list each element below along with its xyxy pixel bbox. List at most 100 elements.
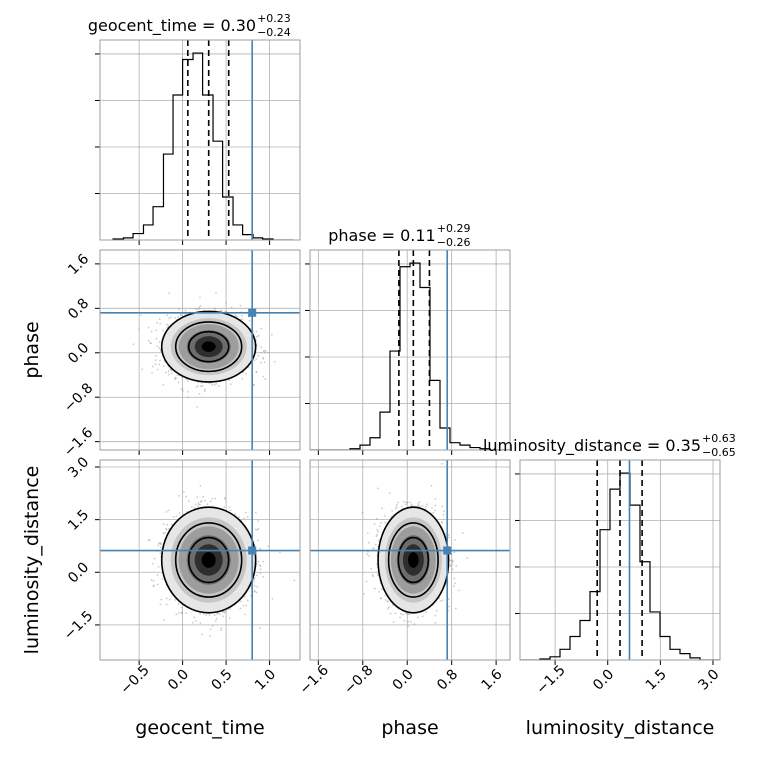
scatter-point [228, 506, 231, 508]
scatter-point [248, 319, 251, 322]
scatter-point [387, 600, 390, 603]
title-phase: phase = 0.11 +0.29−0.26 [328, 222, 470, 249]
scatter-point [200, 385, 202, 388]
xtick-label-1: 0.0 [590, 666, 617, 693]
scatter-point [453, 585, 455, 588]
scatter-point [255, 591, 258, 594]
scatter-point [215, 292, 217, 294]
scatter-point [156, 574, 159, 576]
truth-marker [248, 546, 257, 555]
scatter-point [180, 314, 182, 317]
scatter-point [151, 371, 154, 374]
scatter-point [170, 372, 173, 375]
scatter-point [223, 611, 226, 614]
scatter-point [241, 377, 243, 380]
scatter-point [175, 613, 178, 616]
scatter-point [155, 337, 158, 340]
scatter-point [214, 620, 217, 622]
xaxis-label-phase: phase [381, 717, 438, 739]
scatter-point [166, 323, 168, 326]
scatter-point [213, 614, 216, 617]
scatter-point [140, 314, 142, 316]
xaxis-label-luminosity_distance: luminosity_distance [526, 717, 715, 739]
scatter-point [366, 553, 369, 556]
scatter-point [158, 363, 161, 366]
scatter-point [158, 542, 161, 545]
scatter-point [438, 597, 441, 600]
scatter-point [407, 613, 409, 615]
scatter-point [180, 388, 183, 390]
scatter-point [430, 484, 433, 487]
scatter-point [403, 619, 406, 622]
scatter-point [441, 599, 444, 602]
scatter-point [167, 509, 170, 512]
scatter-point [177, 602, 180, 605]
scatter-point [425, 506, 427, 508]
scatter-point [228, 617, 231, 619]
panel-frame [309, 249, 511, 451]
scatter-point [374, 543, 377, 546]
scatter-point [391, 510, 394, 512]
truth-marker [248, 308, 257, 317]
scatter-point [262, 560, 265, 563]
scatter-point [149, 342, 152, 345]
title-upper-error: +0.63 [702, 432, 736, 445]
scatter-point [197, 501, 200, 504]
scatter-point [394, 612, 397, 615]
scatter-point [162, 523, 165, 526]
title-lower-error: −0.24 [257, 26, 291, 39]
scatter-point [258, 626, 261, 629]
scatter-point [370, 567, 373, 570]
scatter-point [178, 512, 181, 514]
scatter-point [184, 309, 187, 312]
scatter-point [172, 516, 175, 518]
scatter-point [431, 507, 433, 509]
scatter-point [425, 503, 428, 506]
scatter-point [402, 500, 405, 503]
scatter-point [199, 612, 201, 615]
yaxis-label-luminosity_distance: luminosity_distance [21, 466, 43, 655]
scatter-point [170, 523, 173, 526]
scatter-point [187, 380, 189, 383]
scatter-point [211, 625, 214, 627]
scatter-point [235, 315, 238, 318]
scatter-point [379, 597, 382, 600]
scatter-point [221, 615, 224, 618]
contour-level-0 [397, 536, 430, 584]
title-text: phase = 0.11 [328, 226, 435, 245]
scatter-point [202, 613, 205, 615]
scatter-point [182, 389, 185, 392]
scatter-point [215, 617, 218, 620]
scatter-point [194, 503, 197, 506]
scatter-point [258, 564, 261, 567]
scatter-point [451, 563, 454, 566]
scatter-point [203, 390, 206, 393]
scatter-point [163, 365, 165, 367]
density-shade-5 [201, 341, 216, 352]
scatter-point [263, 361, 266, 364]
panel-frame [519, 459, 721, 661]
scatter-point [377, 539, 380, 542]
ytick-label-1: −0.8 [61, 380, 96, 415]
scatter-point [407, 620, 410, 623]
scatter-point [208, 614, 211, 617]
scatter-point [193, 616, 196, 619]
scatter-point [259, 361, 262, 364]
scatter-point [380, 507, 383, 510]
scatter-point [410, 503, 413, 506]
scatter-point [441, 521, 443, 524]
scatter-point [141, 368, 144, 371]
scatter-point [391, 604, 394, 607]
title-lower-error: −0.26 [437, 236, 471, 249]
title-lower-error: −0.65 [702, 446, 736, 459]
scatter-point [229, 383, 232, 386]
scatter-point [229, 509, 232, 512]
panel-frame [99, 39, 301, 241]
scatter-point [199, 305, 202, 307]
scatter-point [197, 385, 200, 387]
scatter-point [270, 333, 273, 336]
scatter-point [223, 506, 226, 508]
scatter-point [209, 628, 212, 630]
scatter-point [151, 365, 154, 368]
scatter-point [264, 378, 267, 380]
